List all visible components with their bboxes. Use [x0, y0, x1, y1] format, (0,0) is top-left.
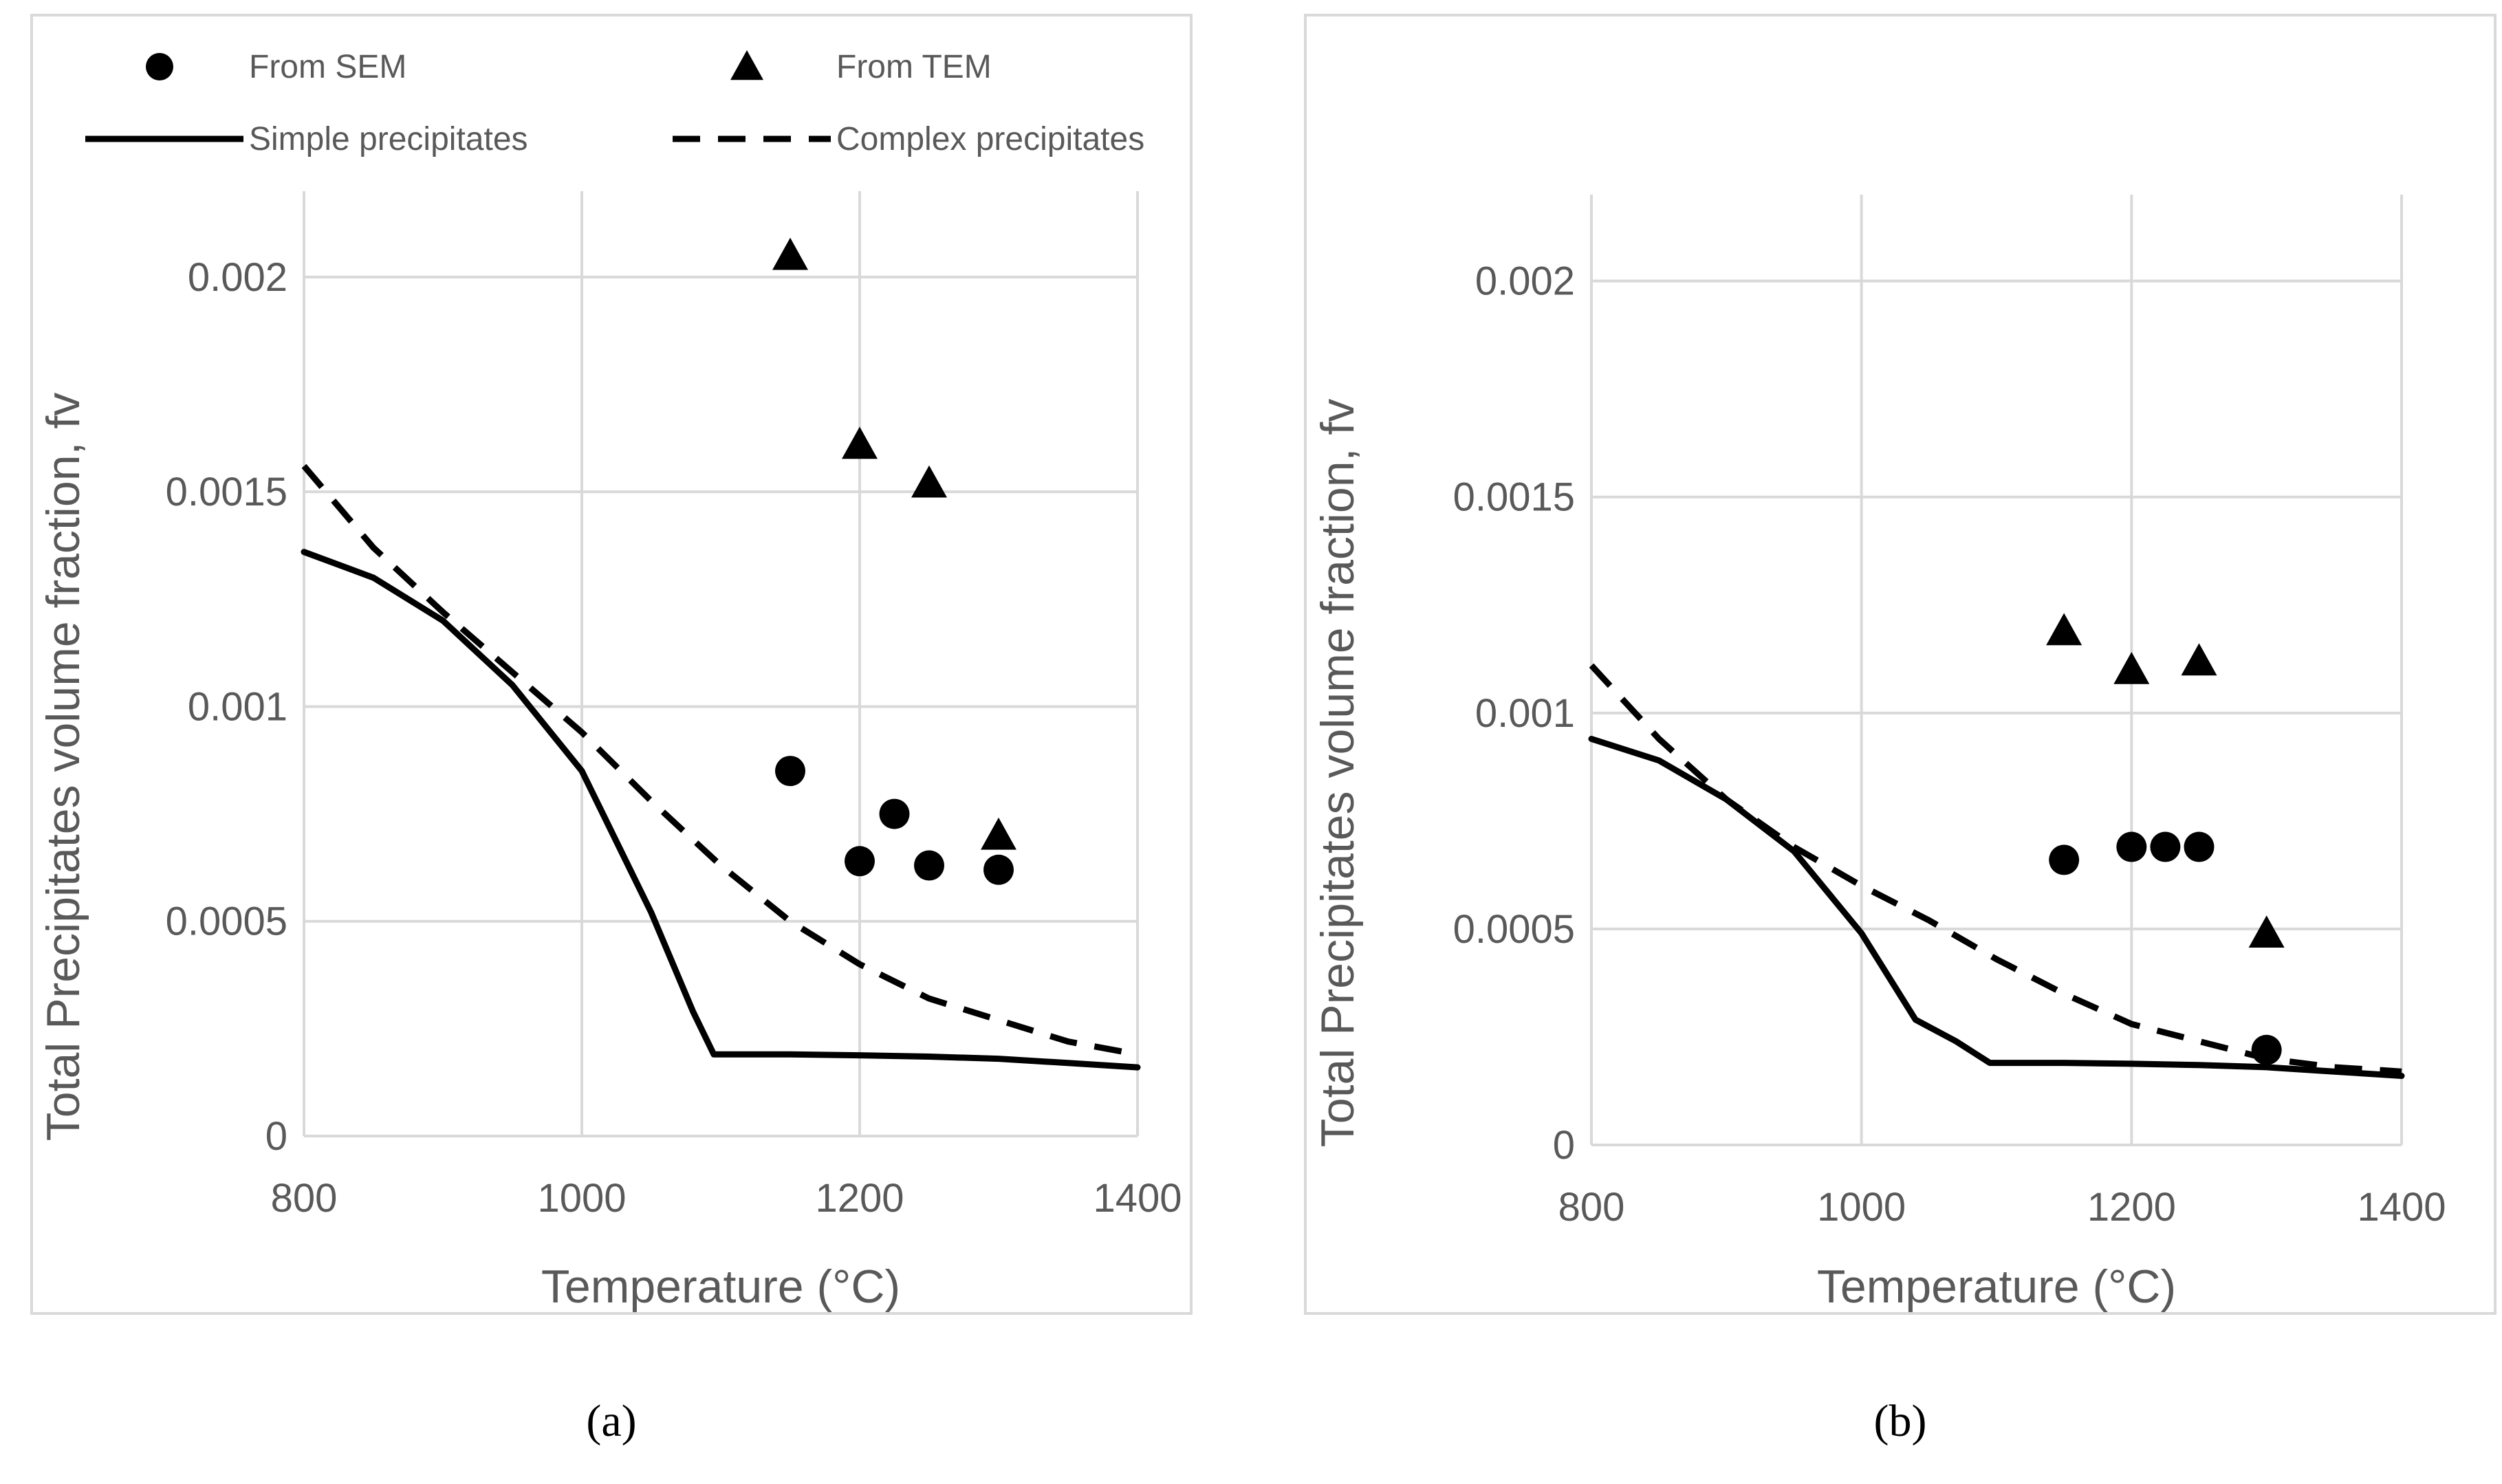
tem-point	[2113, 652, 2150, 684]
tem-point	[772, 237, 808, 270]
y-axis-title: Total Precipitates volume fraction, fv	[37, 393, 89, 1141]
y-tick-label: 0.0015	[1453, 475, 1575, 520]
chart-frame	[30, 14, 1193, 1315]
legend-sem-marker	[146, 53, 173, 80]
chart-frame	[1304, 14, 2496, 1315]
y-tick-label: 0	[1553, 1123, 1575, 1168]
x-tick-label: 800	[1558, 1185, 1625, 1230]
x-tick-label: 1000	[537, 1176, 626, 1221]
complex-precipitates-line	[1589, 663, 2402, 1075]
tem-point	[981, 817, 1016, 850]
tem-point	[2248, 915, 2285, 948]
simple-precipitates-line	[301, 549, 1141, 1071]
tem-point	[2046, 613, 2082, 646]
x-tick-label: 1000	[1817, 1185, 1906, 1230]
chart-b: 0 0.0005 0.001 0.0015 0.002 800 1000 1200 1400 Te…	[1304, 14, 2496, 1446]
tem-point	[842, 426, 878, 459]
legend-label: Complex precipitates	[836, 121, 1144, 157]
legend: From SEM From TEM Simple precipitates Compl…	[85, 49, 1144, 157]
chart-a: 0 0.0005 0.001 0.0015 0.002 800 1000 1200 1400 Te…	[30, 14, 1193, 1446]
y-tick-label: 0.001	[1475, 691, 1575, 736]
sem-point	[2116, 831, 2147, 862]
legend-label: From TEM	[836, 49, 992, 85]
simple-precipitates-line	[1588, 736, 2405, 1079]
sem-point	[845, 846, 875, 877]
tem-point	[2181, 643, 2217, 676]
x-tick-label: 1200	[815, 1176, 904, 1221]
x-tick-label: 1400	[1093, 1176, 1182, 1221]
y-tick-label: 0.0015	[166, 470, 287, 514]
sem-point	[2150, 831, 2181, 862]
x-tick-label: 800	[271, 1176, 338, 1221]
x-tick-label: 1400	[2357, 1185, 2446, 1230]
y-axis-title: Total Precipitates volume fraction, fv	[1312, 399, 1364, 1147]
panel-caption: (b)	[1874, 1396, 1927, 1446]
x-axis-title: Temperature (°C)	[1817, 1261, 2176, 1313]
sem-point	[983, 854, 1014, 885]
y-tick-label: 0.002	[1475, 259, 1575, 304]
legend-label: From SEM	[249, 49, 406, 85]
y-tick-label: 0.0005	[1453, 907, 1575, 952]
panel-caption: (a)	[586, 1396, 636, 1446]
y-tick-label: 0.0005	[166, 899, 287, 944]
sem-point	[914, 850, 944, 881]
sem-point	[879, 798, 910, 829]
legend-tem-marker	[730, 50, 763, 80]
x-tick-label: 1200	[2087, 1185, 2176, 1230]
sem-point	[2184, 831, 2215, 862]
x-axis-title: Temperature (°C)	[541, 1261, 900, 1313]
complex-precipitates-line	[301, 463, 1138, 1058]
sem-point	[2049, 844, 2080, 875]
sem-point	[775, 756, 805, 787]
legend-label: Simple precipitates	[249, 121, 528, 157]
tem-point	[911, 465, 947, 498]
y-tick-label: 0.001	[188, 684, 287, 729]
y-tick-label: 0.002	[188, 255, 287, 300]
y-tick-label: 0	[265, 1114, 287, 1159]
